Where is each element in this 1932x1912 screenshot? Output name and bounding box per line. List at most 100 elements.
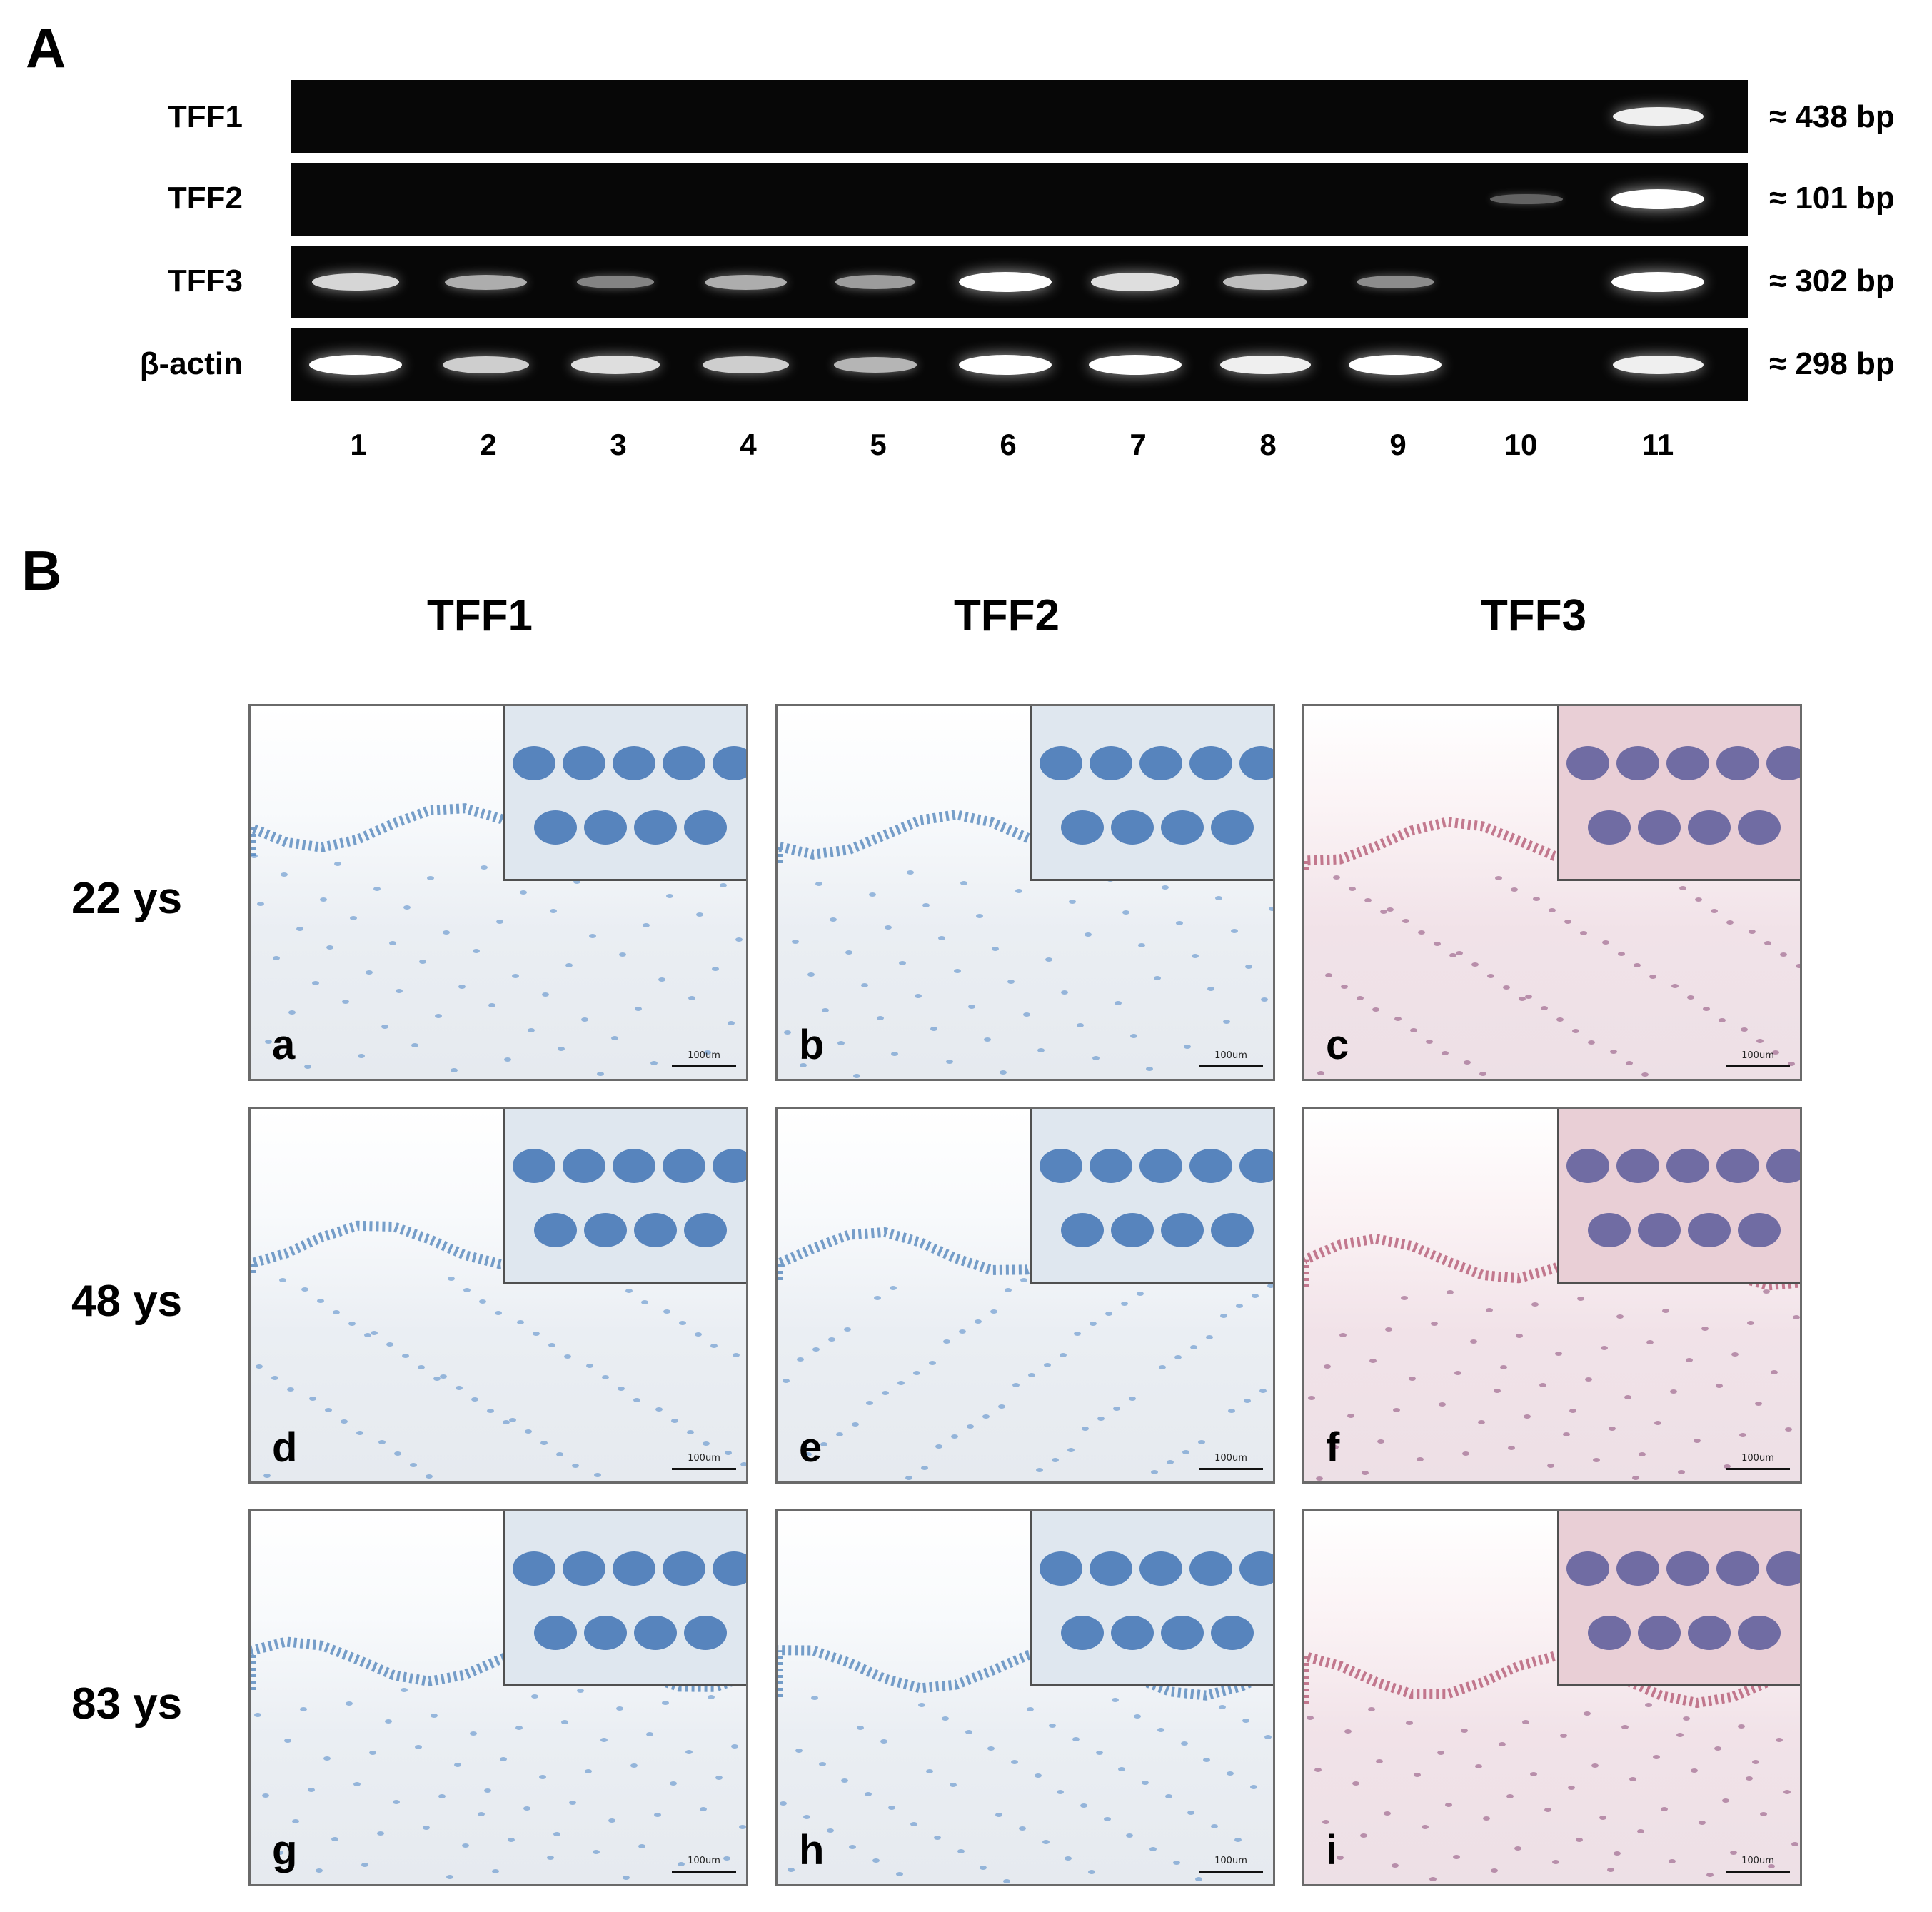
gel-strip-actin xyxy=(291,328,1748,401)
scale-bar-label: 100um xyxy=(1214,1050,1247,1061)
gel-band xyxy=(1219,355,1311,375)
magnified-inset xyxy=(1030,1511,1273,1686)
size-label-actin: ≈ 298 bp xyxy=(1769,346,1895,381)
panel-letter-a: A xyxy=(26,16,66,79)
scale-bar-line xyxy=(1726,1065,1790,1067)
gel-band xyxy=(833,357,917,373)
size-label-tff2: ≈ 101 bp xyxy=(1769,181,1895,216)
scale-bar: 100um xyxy=(672,1050,736,1069)
scale-bar: 100um xyxy=(1199,1453,1263,1471)
gel-band xyxy=(1611,189,1704,209)
scale-bar-label: 100um xyxy=(688,1453,720,1464)
magnified-inset xyxy=(1557,706,1800,881)
gel-band xyxy=(577,276,654,288)
micrograph-a: a 100um xyxy=(248,704,748,1081)
lane-number: 8 xyxy=(1259,428,1277,461)
scale-bar-label: 100um xyxy=(688,1050,720,1061)
column-header-tff2: TFF2 xyxy=(953,591,1060,640)
size-label-tff3: ≈ 302 bp xyxy=(1769,263,1895,298)
scale-bar: 100um xyxy=(1726,1453,1790,1471)
micrograph-i: i 100um xyxy=(1302,1509,1802,1886)
micrograph-letter: h xyxy=(799,1827,825,1873)
gel-band xyxy=(1089,355,1182,375)
scale-bar-line xyxy=(1199,1468,1263,1470)
gel-band xyxy=(309,355,402,375)
magnified-inset xyxy=(503,1109,746,1284)
gel-band xyxy=(1091,273,1179,291)
micrograph-letter: a xyxy=(272,1022,296,1068)
lane-number: 5 xyxy=(870,428,887,461)
micrograph-letter: d xyxy=(272,1424,298,1471)
magnified-inset xyxy=(1557,1109,1800,1284)
gel-row-label-tff1: TFF1 xyxy=(167,99,243,134)
scale-bar-line xyxy=(672,1468,736,1470)
scale-bar-line xyxy=(1726,1468,1790,1470)
gel-band xyxy=(959,355,1052,375)
panel-letter-b: B xyxy=(21,539,62,602)
row-header-22: 22 ys xyxy=(71,874,183,923)
scale-bar-label: 100um xyxy=(1741,1856,1774,1866)
micrograph-letter: f xyxy=(1326,1424,1340,1471)
micrograph-d: d 100um xyxy=(248,1107,748,1484)
scale-bar-line xyxy=(1199,1065,1263,1067)
gel-strip-tff2 xyxy=(291,163,1748,236)
micrograph-e: e 100um xyxy=(775,1107,1275,1484)
gel-band xyxy=(442,356,529,373)
gel-row-label-tff2: TFF2 xyxy=(167,181,243,216)
tissue-section xyxy=(251,803,746,1076)
gel-band xyxy=(1349,355,1442,375)
magnified-inset xyxy=(1557,1511,1800,1686)
micrograph-g: g 100um xyxy=(248,1509,748,1886)
gel-band xyxy=(704,274,787,290)
micrograph-letter: e xyxy=(799,1424,822,1471)
gel-band xyxy=(1612,106,1704,126)
tissue-section xyxy=(1304,1651,1800,1881)
gel-band xyxy=(702,356,789,373)
lane-number: 10 xyxy=(1504,428,1538,461)
micrograph-c: c 100um xyxy=(1302,704,1802,1081)
lane-number: 4 xyxy=(740,428,757,461)
gel-band xyxy=(959,272,1052,292)
gel-strip-tff3 xyxy=(291,246,1748,318)
lane-number: 2 xyxy=(480,428,497,461)
scale-bar: 100um xyxy=(672,1453,736,1471)
micrograph-h: h 100um xyxy=(775,1509,1275,1886)
micrograph-letter: b xyxy=(799,1022,825,1068)
magnified-inset xyxy=(503,706,746,881)
magnified-inset xyxy=(503,1511,746,1686)
lane-number: 9 xyxy=(1389,428,1407,461)
scale-bar: 100um xyxy=(672,1856,736,1874)
lane-number: 7 xyxy=(1129,428,1147,461)
row-header-48: 48 ys xyxy=(71,1277,183,1326)
scale-bar: 100um xyxy=(1726,1050,1790,1069)
magnified-inset xyxy=(1030,1109,1273,1284)
scale-bar-label: 100um xyxy=(1741,1453,1774,1464)
gel-band xyxy=(1611,272,1704,292)
row-header-83: 83 ys xyxy=(71,1679,183,1729)
lane-number: 1 xyxy=(350,428,367,461)
lane-number: 3 xyxy=(610,428,627,461)
scale-bar-label: 100um xyxy=(1741,1050,1774,1061)
scale-bar-label: 100um xyxy=(1214,1856,1247,1866)
scale-bar-line xyxy=(672,1871,736,1873)
column-header-tff1: TFF1 xyxy=(426,591,533,640)
micrograph-b: b 100um xyxy=(775,704,1275,1081)
magnified-inset xyxy=(1030,706,1273,881)
scale-bar-line xyxy=(1199,1871,1263,1873)
scale-bar: 100um xyxy=(1199,1050,1263,1069)
gel-band xyxy=(311,273,400,291)
gel-row-label-tff3: TFF3 xyxy=(167,263,243,298)
lane-number: 6 xyxy=(1000,428,1017,461)
scale-bar-label: 100um xyxy=(688,1856,720,1866)
scale-bar: 100um xyxy=(1726,1856,1790,1874)
gel-band xyxy=(1356,275,1434,289)
scale-bar: 100um xyxy=(1199,1856,1263,1874)
lane-number: 11 xyxy=(1641,428,1674,461)
micrograph-letter: i xyxy=(1326,1827,1338,1873)
scale-bar-label: 100um xyxy=(1214,1453,1247,1464)
column-header-tff3: TFF3 xyxy=(1480,591,1587,640)
size-label-tff1: ≈ 438 bp xyxy=(1769,99,1895,134)
micrograph-letter: c xyxy=(1326,1022,1349,1068)
gel-strip-tff1 xyxy=(291,80,1748,153)
gel-band xyxy=(1223,273,1307,291)
